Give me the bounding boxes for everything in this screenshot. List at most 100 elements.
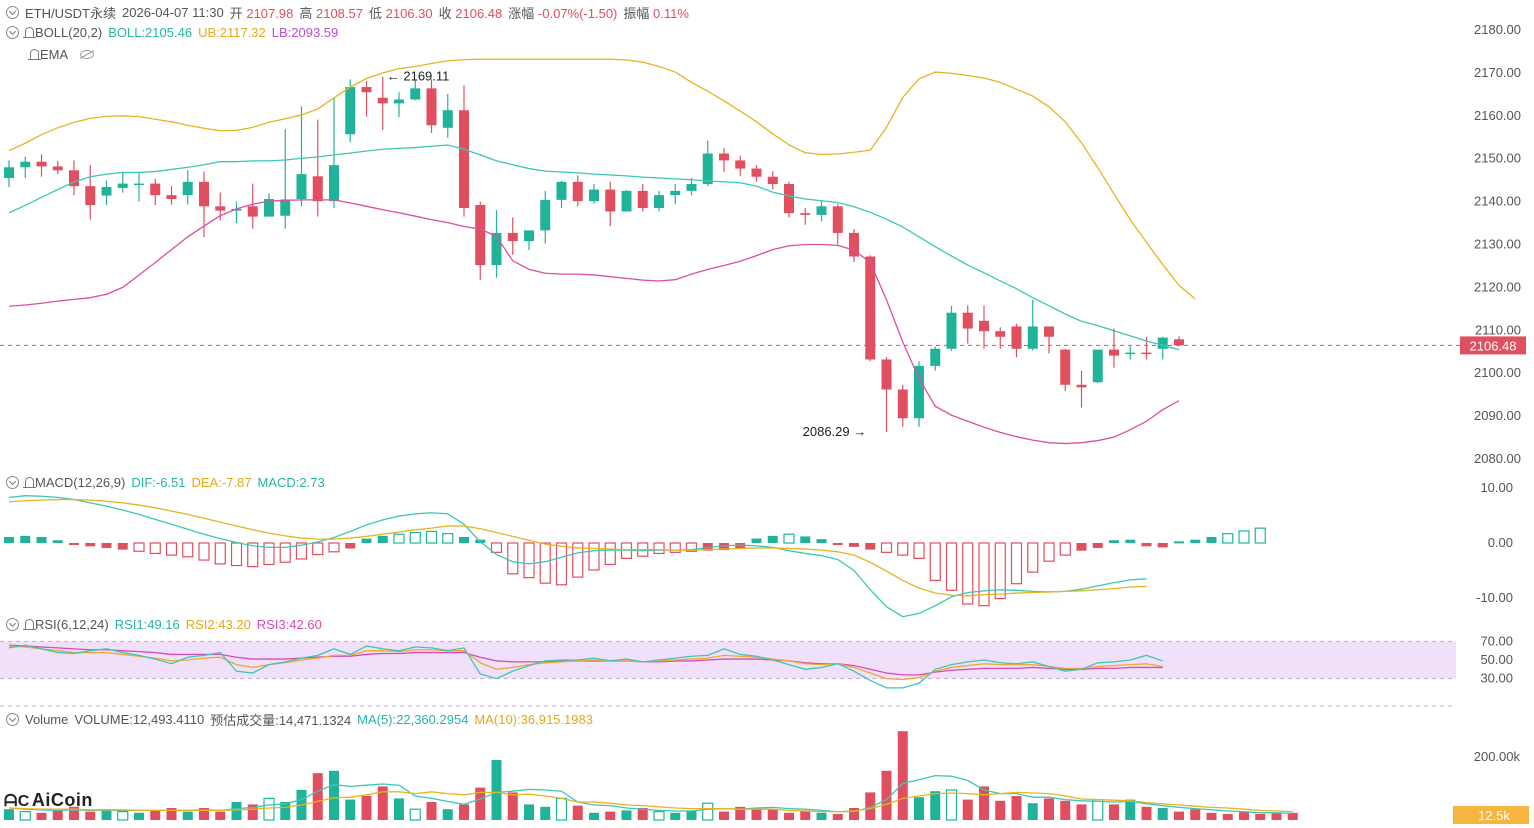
candle-body (410, 88, 421, 100)
macd-hist-bar (1190, 539, 1201, 543)
collapse-chevron-icon[interactable] (6, 618, 19, 631)
macd-hist-bar (263, 542, 275, 566)
candle-body (1109, 349, 1119, 356)
macd-hist-bar (1027, 542, 1039, 573)
close-label: 收 (438, 6, 452, 21)
macd-hist-bar (1010, 542, 1023, 585)
collapse-chevron-icon[interactable] (6, 26, 19, 39)
volume-bar (865, 792, 876, 820)
volume-bar (979, 786, 989, 820)
volume-bar (1206, 812, 1217, 820)
bell-icon[interactable] (23, 27, 36, 38)
datetime-label: 2026-04-07 11:30 (122, 5, 224, 20)
volume-bar (459, 804, 469, 820)
symbol-label[interactable]: ETH/USDT永续 (25, 6, 117, 21)
macd-hist-bar (929, 542, 941, 582)
rsi-tick-label: 50.00 (1480, 652, 1513, 667)
macd-hist-bar (1157, 543, 1168, 548)
volume-bar (702, 802, 714, 821)
candle-body (117, 183, 128, 188)
macd-hist-bar (604, 542, 616, 566)
price-tick-label: 2100.00 (1474, 365, 1521, 380)
macd-hist-bar (588, 542, 600, 571)
boll-label[interactable]: BOLL(20,2) (35, 25, 103, 40)
aicoin-logo: ᗩC AiCoin (4, 790, 93, 810)
volume-bar (377, 786, 388, 820)
candle-body (654, 195, 664, 209)
boll-mid-value: BOLL:2105.46 (108, 25, 193, 40)
candle-body (849, 232, 859, 257)
candle-body (150, 183, 161, 196)
high-value: 2108.57 (315, 6, 363, 21)
candle-body (442, 110, 453, 128)
macd-hist-bar (1092, 543, 1103, 548)
rsi-tick-label: 70.00 (1480, 633, 1513, 648)
volume-bar (589, 812, 599, 820)
macd-hist-bar (1174, 541, 1184, 544)
macd-hist-bar (442, 533, 454, 544)
macd-hist-bar (361, 538, 372, 543)
macd-hist-bar (719, 543, 729, 551)
candle-body (85, 186, 96, 206)
volume-bar (849, 808, 859, 820)
macd-hist-bar (685, 542, 698, 552)
ema-label[interactable]: EMA (40, 47, 69, 62)
volume-bar (1060, 800, 1071, 820)
rsi-legend: RSI(6,12,24) RSI1:49.16 RSI2:43.20 RSI3:… (6, 617, 322, 632)
volume-bar (767, 809, 778, 820)
macd-hist-bar (653, 542, 665, 555)
volume-bar (930, 791, 941, 820)
current-price-tag (1460, 336, 1526, 355)
candle-body (670, 190, 681, 196)
collapse-chevron-icon[interactable] (6, 6, 19, 19)
low-value: 2106.30 (385, 6, 433, 21)
rsi-label[interactable]: RSI(6,12,24) (35, 617, 109, 632)
bell-icon[interactable] (28, 49, 41, 60)
macd-label[interactable]: MACD(12,26,9) (35, 475, 126, 490)
candle-body (1141, 352, 1152, 355)
candle-body (394, 99, 404, 104)
change-label: 涨幅 (508, 6, 535, 21)
candle-body (36, 161, 47, 167)
volume-bar (345, 799, 356, 820)
candle-body (979, 320, 989, 332)
collapse-chevron-icon[interactable] (6, 713, 19, 726)
boll-legend: BOLL(20,2) BOLL:2105.46 UB:2117.32 LB:20… (6, 25, 338, 40)
collapse-chevron-icon[interactable] (6, 476, 19, 489)
volume-bar (507, 792, 518, 820)
macd-hist-bar (783, 533, 795, 544)
macd-hist-bar (913, 542, 925, 559)
macd-hist-bar (133, 542, 145, 552)
volume-bar (101, 809, 112, 820)
candle-body (1044, 326, 1054, 337)
macd-hist-bar (800, 536, 811, 543)
bell-icon[interactable] (23, 619, 36, 630)
volume-label[interactable]: Volume (25, 712, 69, 727)
candle-body (914, 365, 924, 419)
macd-hist-bar (295, 542, 308, 560)
macd-hist-bar (1125, 539, 1136, 543)
macd-hist-bar (52, 540, 63, 543)
macd-hist-bar (230, 542, 243, 567)
candle-body (182, 181, 193, 196)
candle-body (930, 348, 941, 366)
volume-estimate-value: 预估成交量:14,471.1324 (210, 713, 352, 728)
hidden-eye-icon[interactable] (80, 50, 95, 59)
candle-body (897, 389, 908, 419)
candle-body (377, 97, 388, 104)
macd-hist-bar (880, 542, 893, 553)
candle-body (556, 181, 567, 200)
candle-body (800, 213, 811, 215)
volume-bar (751, 808, 762, 820)
volume-bar (897, 731, 908, 820)
macd-hist-bar (523, 542, 535, 579)
bell-icon[interactable] (23, 477, 36, 488)
macd-hist-bar (978, 542, 990, 607)
volume-bar (1011, 796, 1022, 820)
price-tick-label: 2130.00 (1474, 237, 1521, 252)
macd-hist-bar (117, 543, 128, 550)
price-tick-label: 2170.00 (1474, 65, 1521, 80)
volume-bar (621, 810, 632, 820)
close-value: 2106.48 (455, 6, 503, 21)
